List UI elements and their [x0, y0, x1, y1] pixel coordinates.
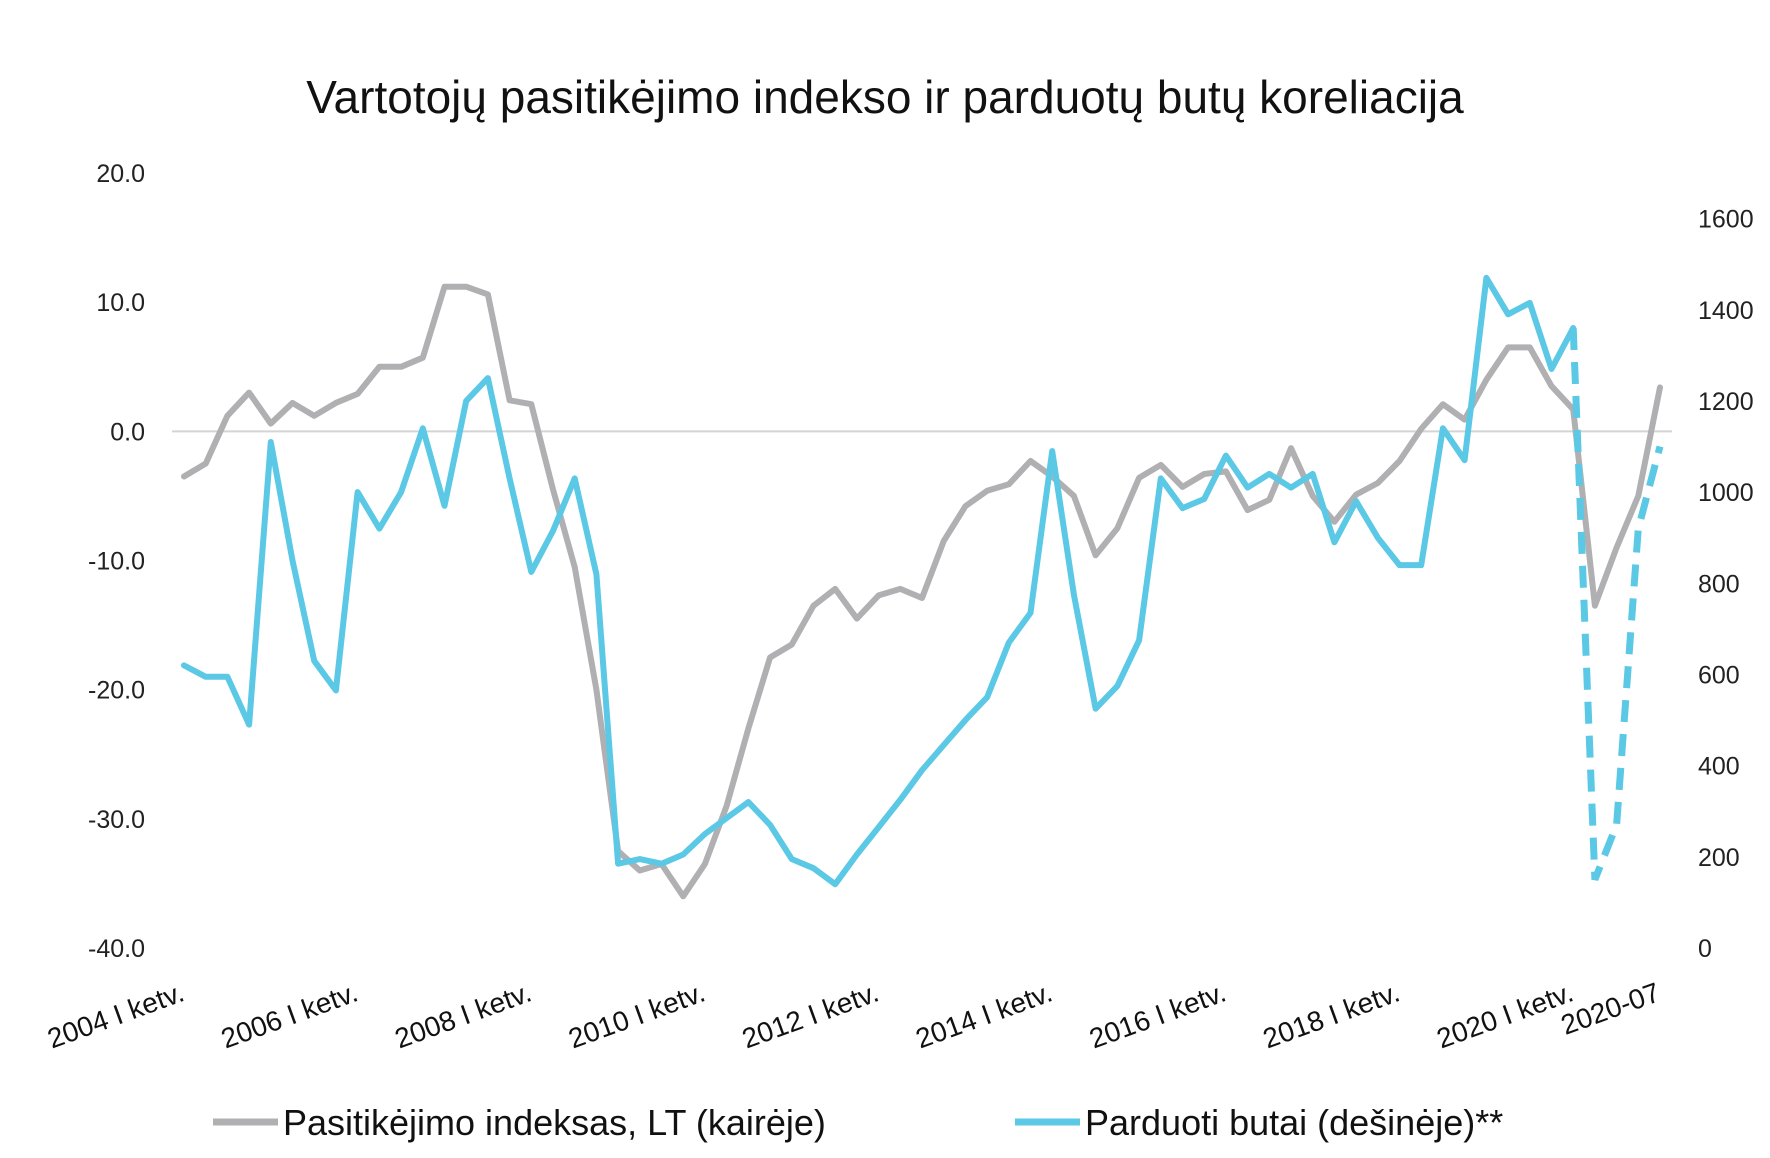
right-axis-tick: 0 — [1698, 935, 1712, 963]
x-axis-tick: 2004 I ketv. — [43, 977, 188, 1055]
right-axis-tick: 1000 — [1698, 479, 1754, 507]
legend-label-0: Pasitikėjimo indeksas, LT (kairėje) — [283, 1102, 826, 1143]
x-axis-tick: 2018 I ketv. — [1259, 977, 1404, 1055]
chart-title: Vartotojų pasitikėjimo indekso ir parduo… — [306, 71, 1464, 123]
x-axis-tick: 2010 I ketv. — [564, 977, 709, 1055]
left-axis-tick: -10.0 — [88, 548, 145, 576]
series-line-0 — [181, 283, 1663, 900]
left-axis-tick: 20.0 — [96, 160, 145, 188]
right-axis-tick: 1600 — [1698, 206, 1754, 234]
right-axis-tick: 400 — [1698, 753, 1740, 781]
legend-label-1: Parduoti butai (dešinėje)** — [1085, 1102, 1503, 1143]
right-axis-tick: 200 — [1698, 844, 1740, 872]
x-axis-tick: 2020 I ketv. — [1433, 977, 1578, 1055]
left-axis-tick: -40.0 — [88, 935, 145, 963]
x-axis-tick: 2008 I ketv. — [391, 977, 536, 1055]
x-axis-tick: 2020-07 — [1557, 977, 1664, 1041]
right-axis-tick: 1200 — [1698, 388, 1754, 416]
x-axis-tick: 2016 I ketv. — [1085, 977, 1230, 1055]
left-axis-tick: 10.0 — [96, 289, 145, 317]
right-axis-tick: 1400 — [1698, 297, 1754, 325]
x-axis-tick: 2006 I ketv. — [217, 977, 362, 1055]
right-axis-tick: 800 — [1698, 570, 1740, 598]
x-axis-tick: 2014 I ketv. — [912, 977, 1057, 1055]
left-axis-tick: 0.0 — [110, 418, 145, 446]
x-axis-tick: 2012 I ketv. — [738, 977, 883, 1055]
series-line-1 — [181, 274, 1577, 888]
right-axis-tick: 600 — [1698, 661, 1740, 689]
left-axis-tick: -20.0 — [88, 677, 145, 705]
left-axis-tick: -30.0 — [88, 806, 145, 834]
series-line-dashed-1 — [1569, 327, 1664, 881]
